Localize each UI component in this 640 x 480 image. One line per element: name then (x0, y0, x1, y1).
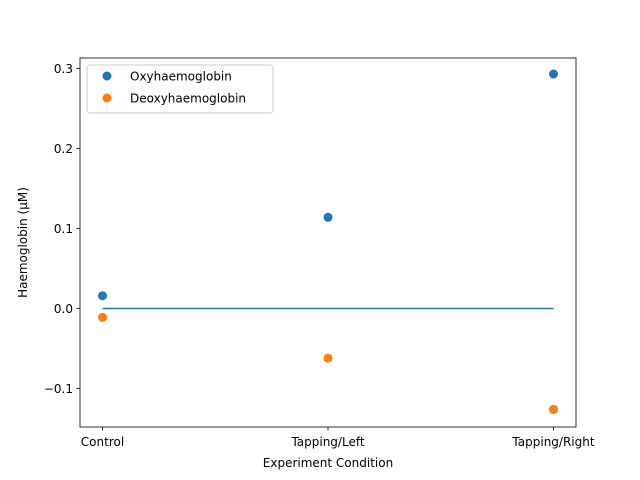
data-point-deoxyhaemoglobin-0 (98, 312, 107, 322)
legend-box (86, 64, 274, 114)
legend: Oxyhaemoglobin Deoxyhaemoglobin (86, 64, 274, 114)
legend-label-oxyhaemoglobin: Oxyhaemoglobin (130, 70, 232, 84)
x-tick-label: Control (81, 435, 124, 449)
x-axis-ticks: Control Tapping/Left Tapping/Right (81, 427, 595, 449)
legend-label-deoxyhaemoglobin: Deoxyhaemoglobin (130, 92, 246, 106)
data-point-deoxyhaemoglobin-1 (323, 353, 333, 363)
y-tick-label: 0.0 (54, 302, 73, 316)
y-tick-label: 0.1 (54, 222, 73, 236)
legend-marker-oxyhaemoglobin (102, 71, 112, 81)
legend-marker-deoxyhaemoglobin (102, 93, 112, 103)
y-axis-ticks: −0.1 0.0 0.1 0.2 0.3 (44, 62, 80, 396)
plot-layer (98, 69, 558, 414)
x-tick-label: Tapping/Left (290, 435, 364, 449)
data-point-oxyhaemoglobin-2 (549, 69, 558, 79)
y-tick-label: 0.3 (54, 62, 73, 76)
y-tick-label: −0.1 (44, 382, 73, 396)
data-point-deoxyhaemoglobin-2 (549, 404, 558, 414)
x-axis-label: Experiment Condition (263, 456, 393, 470)
x-tick-label: Tapping/Right (511, 435, 594, 449)
data-point-oxyhaemoglobin-1 (323, 212, 333, 222)
y-axis-label: Haemoglobin (µM) (16, 187, 30, 298)
y-tick-label: 0.2 (54, 142, 73, 156)
data-point-oxyhaemoglobin-0 (98, 291, 107, 301)
